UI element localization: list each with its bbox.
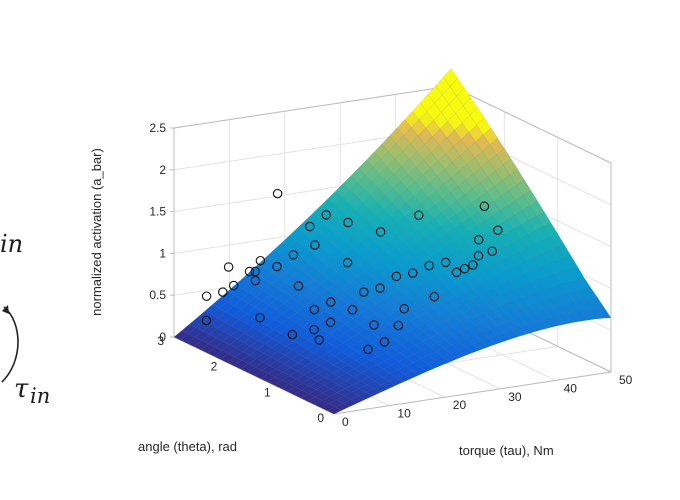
axes-box-edge: [450, 85, 612, 164]
scatter-point: [399, 304, 409, 314]
surface-patch: [483, 127, 498, 146]
axes-box-edge: [333, 371, 612, 415]
scatter-point: [218, 287, 228, 297]
scatter-point: [309, 304, 320, 315]
surface-patch: [476, 117, 492, 136]
scatter-point: [369, 320, 379, 330]
scatter-point: [473, 251, 484, 261]
surface-patch: [576, 277, 592, 290]
activation-surface: [173, 68, 612, 415]
scatter-point: [451, 267, 462, 278]
y-tick-label: 0: [317, 411, 324, 425]
scatter-point: [305, 221, 315, 232]
scatter-point: [325, 317, 336, 328]
scatter-point: [310, 240, 320, 250]
rotation-arrow-arc: [1, 306, 19, 383]
scatter-point: [272, 188, 283, 199]
surface-patch: [589, 297, 605, 309]
scatter-point: [255, 255, 266, 266]
surface-patch: [596, 307, 612, 319]
scatter-point: [414, 210, 424, 221]
y-tick-label: 2: [211, 360, 218, 374]
axes-box-edge: [173, 85, 452, 129]
scatter-point: [479, 201, 490, 212]
scatter-point: [359, 287, 369, 297]
scatter-point: [201, 291, 212, 301]
x-tick-label: 30: [508, 390, 522, 404]
scatter-point: [272, 261, 282, 272]
annotation-in-fragment: in: [0, 230, 23, 258]
x-tick-label: 0: [342, 415, 349, 429]
z-tick-label: 2: [159, 163, 166, 177]
x-tick-label: 50: [619, 373, 633, 387]
x-axis-label: torque (tau), Nm: [459, 443, 554, 458]
scatter-point: [201, 315, 212, 326]
scatter-point: [250, 266, 260, 277]
surface-patch: [582, 287, 599, 300]
scatter-point: [375, 227, 386, 237]
scatter-point: [347, 305, 358, 315]
z-tick-label: 2.5: [149, 121, 166, 135]
scatter-point: [343, 217, 353, 228]
scatter-point: [228, 280, 239, 291]
scatter-point: [314, 335, 324, 345]
scatter-point: [487, 246, 497, 256]
scatter-point: [429, 291, 440, 302]
scatter-point: [250, 275, 261, 286]
scatter-point: [223, 262, 234, 272]
scatter-point: [287, 329, 298, 340]
x-tick-label: 10: [397, 407, 411, 421]
z-tick-label: 1.5: [149, 205, 166, 219]
scatter-point: [325, 297, 336, 307]
z-tick-label: 0: [159, 330, 166, 344]
scatter-point: [375, 283, 385, 293]
surface-patch: [443, 68, 458, 87]
scatter-point: [424, 260, 434, 271]
arrow-head-icon: [2, 305, 9, 314]
scatter-point: [391, 271, 402, 282]
scatter-point: [459, 263, 470, 274]
z-tick-label: 0.5: [149, 288, 166, 302]
scatter-point: [309, 324, 319, 335]
y-tick-label: 3: [157, 334, 164, 348]
y-tick-label: 1: [264, 385, 271, 399]
y-axis-label: angle (theta), rad: [138, 439, 237, 454]
z-tick-label: 1: [159, 246, 166, 260]
scatter-points: [201, 188, 503, 355]
scatter-point: [379, 337, 390, 347]
x-tick-label: 40: [564, 381, 578, 395]
scatter-point: [493, 225, 503, 235]
surface-patch: [562, 255, 579, 270]
scatter-point: [255, 312, 265, 323]
scatter-point: [321, 210, 331, 220]
scatter-point: [293, 281, 304, 291]
x-tick-label: 20: [453, 398, 467, 412]
surface-patch: [463, 97, 478, 116]
scatter-point: [342, 258, 353, 268]
scatter-point: [408, 268, 418, 278]
annotation-tau-subscript: in: [30, 384, 50, 408]
surface-patch: [496, 148, 512, 166]
scatter-point: [440, 257, 451, 268]
surface-patch: [456, 87, 472, 106]
side-schematic: in τ in: [0, 230, 50, 408]
annotation-tau-symbol: τ: [14, 374, 29, 404]
scatter-point: [288, 250, 299, 260]
scatter-point: [468, 260, 478, 270]
scatter-point: [244, 266, 255, 277]
scatter-point: [393, 320, 404, 331]
scatter-point: [363, 344, 373, 355]
z-axis-label: normalized activation (a_bar): [89, 148, 104, 316]
scatter-point: [473, 235, 484, 245]
